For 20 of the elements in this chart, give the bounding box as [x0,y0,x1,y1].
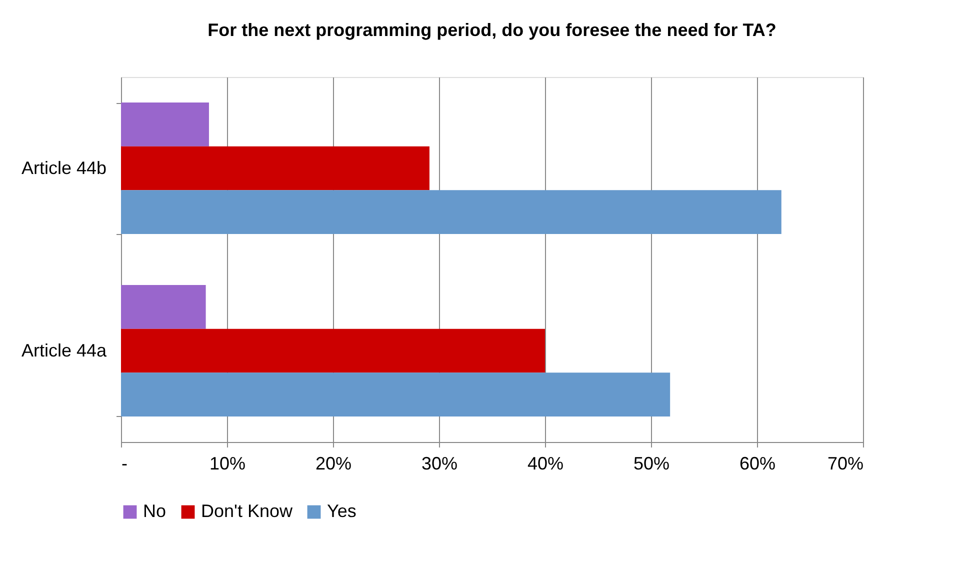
legend-label: Yes [327,501,356,521]
x-tick-label: 20% [315,454,352,474]
x-tick-label: 10% [209,454,246,474]
legend-label: Don't Know [201,501,294,521]
y-tick-label: Article 44a [21,340,108,360]
x-tick-label: - [122,454,128,474]
bar [121,190,782,234]
x-tick-label: 50% [633,454,670,474]
chart-title: For the next programming period, do you foresee the need for TA? [208,20,776,40]
x-tick-label: 70% [827,454,864,474]
bar [121,285,206,329]
x-tick-label: 60% [739,454,776,474]
bar [121,102,209,146]
bar [121,372,670,416]
x-tick-label: 40% [527,454,564,474]
x-tick-label: 30% [421,454,458,474]
bar [121,328,545,373]
legend-label: No [143,501,166,521]
bar [121,146,430,190]
y-tick-label: Article 44b [21,158,106,178]
